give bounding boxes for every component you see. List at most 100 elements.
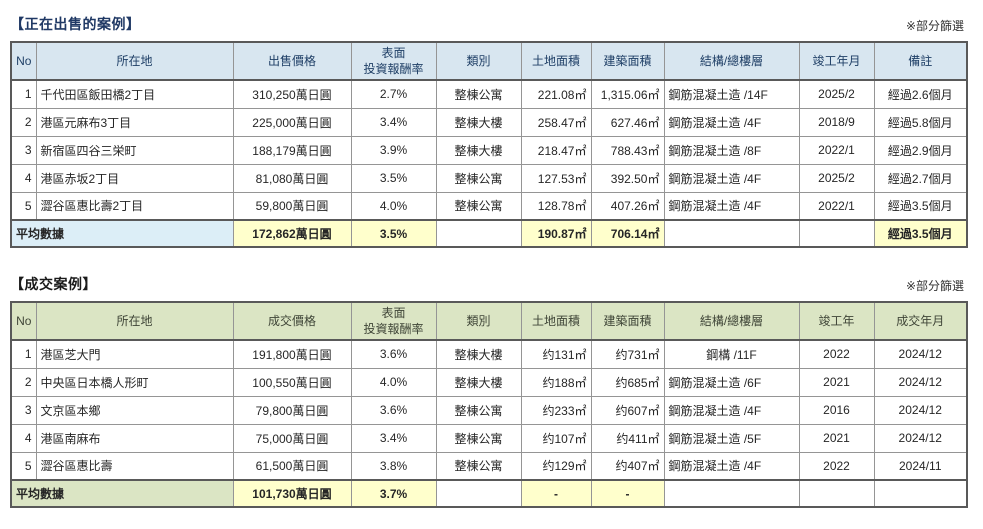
closed-section-title: 【成交案例】 bbox=[10, 276, 97, 292]
average-cell-label: 平均數據 bbox=[10, 479, 234, 508]
table-cell: 1 bbox=[10, 79, 37, 109]
average-cell-empty bbox=[873, 479, 968, 508]
table-cell: 鋼筋混凝土造 /4F bbox=[663, 163, 800, 193]
average-cell-building: - bbox=[590, 479, 665, 508]
table-cell: 整棟公寓 bbox=[435, 451, 522, 481]
table-cell: 2024/12 bbox=[873, 339, 968, 369]
sale-table: No 所在地 出售價格 表面 投資報酬率 類別 土地面積 建築面積 結構/總樓層 竣工年月 備註 1… bbox=[10, 41, 968, 248]
table-cell: 3.6% bbox=[350, 395, 437, 425]
column-header: 所在地 bbox=[35, 301, 234, 341]
table-cell: 港區元麻布3丁目 bbox=[35, 107, 234, 137]
table-cell: 2 bbox=[10, 107, 37, 137]
table-row: 1 港區芝大門 191,800萬日圓 3.6% 整棟大樓 约131㎡ 约731㎡ 鋼構 /11… bbox=[10, 339, 968, 369]
table-cell: 經過2.6個月 bbox=[873, 79, 968, 109]
table-cell: 港區赤坂2丁目 bbox=[35, 163, 234, 193]
average-cell-land: 190.87㎡ bbox=[520, 219, 592, 248]
table-cell: 經過3.5個月 bbox=[873, 191, 968, 221]
table-row: 1 千代田區飯田橋2丁目 310,250萬日圓 2.7% 整棟公寓 221.08㎡ 1,31… bbox=[10, 79, 968, 109]
table-cell: 2.7% bbox=[350, 79, 437, 109]
average-cell-empty bbox=[435, 219, 522, 248]
table-cell: 5 bbox=[10, 191, 37, 221]
table-cell: 經過2.9個月 bbox=[873, 135, 968, 165]
table-cell: 2022 bbox=[798, 339, 875, 369]
average-cell-price: 172,862萬日圓 bbox=[232, 219, 352, 248]
table-cell: 225,000萬日圓 bbox=[232, 107, 352, 137]
table-cell: 港區南麻布 bbox=[35, 423, 234, 453]
table-cell: 约107㎡ bbox=[520, 423, 592, 453]
table-cell: 约129㎡ bbox=[520, 451, 592, 481]
column-header: 建築面積 bbox=[590, 301, 665, 341]
table-cell: 文京區本鄉 bbox=[35, 395, 234, 425]
table-cell: 75,000萬日圓 bbox=[232, 423, 352, 453]
table-cell: 鋼筋混凝土造 /5F bbox=[663, 423, 800, 453]
table-cell: 整棟大樓 bbox=[435, 339, 522, 369]
table-cell: 约131㎡ bbox=[520, 339, 592, 369]
average-cell-land: - bbox=[520, 479, 592, 508]
table-row: 2 港區元麻布3丁目 225,000萬日圓 3.4% 整棟大樓 258.47㎡ 627.46… bbox=[10, 107, 968, 137]
table-cell: 經過2.7個月 bbox=[873, 163, 968, 193]
average-cell-yield: 3.7% bbox=[350, 479, 437, 508]
column-header: 竣工年月 bbox=[798, 41, 875, 81]
table-cell: 4 bbox=[10, 423, 37, 453]
table-row: 4 港區南麻布 75,000萬日圓 3.4% 整棟公寓 约107㎡ 约411㎡ 鋼筋混凝土造 … bbox=[10, 423, 968, 453]
table-cell: 2018/9 bbox=[798, 107, 875, 137]
table-cell: 61,500萬日圓 bbox=[232, 451, 352, 481]
table-cell: 鋼筋混凝土造 /6F bbox=[663, 367, 800, 397]
table-cell: 鋼筋混凝土造 /4F bbox=[663, 451, 800, 481]
table-cell: 4.0% bbox=[350, 367, 437, 397]
average-cell-building: 706.14㎡ bbox=[590, 219, 665, 248]
average-cell-empty bbox=[798, 479, 875, 508]
table-cell: 整棟大樓 bbox=[435, 135, 522, 165]
column-header: 竣工年 bbox=[798, 301, 875, 341]
table-cell: 128.78㎡ bbox=[520, 191, 592, 221]
average-cell-price: 101,730萬日圓 bbox=[232, 479, 352, 508]
table-cell: 5 bbox=[10, 451, 37, 481]
table-cell: 约188㎡ bbox=[520, 367, 592, 397]
table-cell: 59,800萬日圓 bbox=[232, 191, 352, 221]
table-cell: 127.53㎡ bbox=[520, 163, 592, 193]
table-cell: 约233㎡ bbox=[520, 395, 592, 425]
column-header: 表面 投資報酬率 bbox=[350, 41, 437, 81]
table-cell: 2 bbox=[10, 367, 37, 397]
average-cell-empty bbox=[663, 219, 800, 248]
table-cell: 2016 bbox=[798, 395, 875, 425]
column-header: 備註 bbox=[873, 41, 968, 81]
table-cell: 3.9% bbox=[350, 135, 437, 165]
table-cell: 2025/2 bbox=[798, 163, 875, 193]
table-row: 3 新宿區四谷三栄町 188,179萬日圓 3.9% 整棟大樓 218.47㎡ 788.43… bbox=[10, 135, 968, 165]
table-cell: 2024/12 bbox=[873, 395, 968, 425]
table-cell: 2022 bbox=[798, 451, 875, 481]
column-header: 表面 投資報酬率 bbox=[350, 301, 437, 341]
table-cell: 2025/2 bbox=[798, 79, 875, 109]
table-cell: 2024/12 bbox=[873, 423, 968, 453]
table-cell: 约407㎡ bbox=[590, 451, 665, 481]
average-cell-label: 平均數據 bbox=[10, 219, 234, 248]
table-cell: 鋼筋混凝土造 /14F bbox=[663, 79, 800, 109]
column-header: 所在地 bbox=[35, 41, 234, 81]
average-cell-yield: 3.5% bbox=[350, 219, 437, 248]
column-header: 成交價格 bbox=[232, 301, 352, 341]
table-cell: 3.4% bbox=[350, 423, 437, 453]
table-cell: 218.47㎡ bbox=[520, 135, 592, 165]
table-row: 3 文京區本鄉 79,800萬日圓 3.6% 整棟公寓 约233㎡ 约607㎡ 鋼筋混凝土造 … bbox=[10, 395, 968, 425]
column-header: 土地面積 bbox=[520, 301, 592, 341]
table-cell: 2021 bbox=[798, 367, 875, 397]
table-cell: 221.08㎡ bbox=[520, 79, 592, 109]
table-cell: 258.47㎡ bbox=[520, 107, 592, 137]
table-cell: 澀谷區惠比壽2丁目 bbox=[35, 191, 234, 221]
column-header: 建築面積 bbox=[590, 41, 665, 81]
table-cell: 2022/1 bbox=[798, 135, 875, 165]
table-cell: 整棟大樓 bbox=[435, 367, 522, 397]
average-cell-empty bbox=[663, 479, 800, 508]
table-cell: 新宿區四谷三栄町 bbox=[35, 135, 234, 165]
table-cell: 约685㎡ bbox=[590, 367, 665, 397]
closed-section-head: 【成交案例】 ※部分篩選 bbox=[10, 274, 966, 294]
column-header: 成交年月 bbox=[873, 301, 968, 341]
average-cell-empty bbox=[798, 219, 875, 248]
table-cell: 鋼筋混凝土造 /4F bbox=[663, 191, 800, 221]
table-cell: 3.5% bbox=[350, 163, 437, 193]
table-cell: 约731㎡ bbox=[590, 339, 665, 369]
table-cell: 整棟公寓 bbox=[435, 423, 522, 453]
table-cell: 經過5.8個月 bbox=[873, 107, 968, 137]
